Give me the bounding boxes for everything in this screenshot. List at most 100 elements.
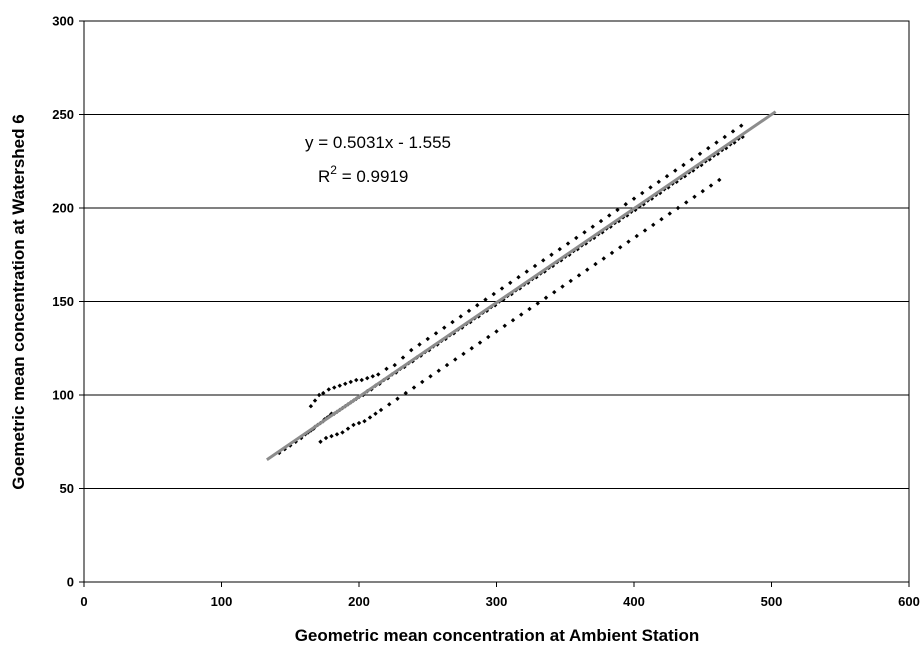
data-point	[524, 269, 529, 274]
data-point	[708, 183, 714, 188]
data-point	[359, 377, 364, 383]
data-point	[689, 157, 694, 162]
data-point	[428, 374, 433, 379]
data-point	[370, 374, 375, 379]
r-squared-annotation: R2 = 0.9919	[318, 163, 408, 186]
data-point	[664, 174, 670, 179]
trendline	[266, 110, 777, 462]
data-point	[714, 140, 719, 145]
data-point	[316, 392, 322, 398]
data-point	[543, 295, 549, 300]
data-point	[634, 233, 639, 239]
data-point	[684, 200, 689, 205]
data-point	[384, 366, 389, 372]
data-point	[420, 379, 425, 385]
data-point	[722, 134, 727, 140]
x-tick-label: 500	[761, 594, 783, 609]
data-point	[409, 347, 414, 353]
data-point	[601, 256, 606, 261]
data-point	[739, 123, 744, 128]
data-point	[642, 228, 648, 233]
data-point	[444, 362, 450, 368]
data-point	[519, 312, 524, 317]
data-point	[640, 190, 645, 196]
data-point	[332, 385, 337, 390]
data-point	[675, 205, 681, 211]
data-point	[442, 325, 447, 330]
data-point	[458, 314, 463, 319]
data-point	[700, 188, 705, 194]
y-tick-label: 300	[52, 14, 74, 29]
data-point	[326, 387, 331, 392]
data-point	[568, 278, 573, 284]
data-point	[433, 331, 439, 336]
data-point	[436, 368, 441, 373]
x-axis-ticks: 0 100 200 300 400 500 600	[80, 582, 920, 609]
data-point	[598, 218, 604, 224]
data-point	[593, 261, 598, 267]
data-point	[574, 235, 579, 241]
y-tick-label: 100	[52, 388, 74, 403]
x-tick-label: 400	[623, 594, 645, 609]
y-axis-title: Goemetric mean concentration at Watershe…	[9, 114, 28, 489]
data-point	[585, 267, 590, 272]
data-point	[469, 346, 474, 351]
data-point	[367, 415, 373, 420]
data-point	[582, 230, 587, 235]
data-point	[453, 357, 458, 362]
data-point	[667, 211, 672, 216]
data-point	[706, 145, 711, 151]
data-point	[351, 422, 356, 428]
data-point	[348, 379, 353, 385]
data-point	[607, 213, 612, 218]
data-point	[337, 383, 342, 388]
data-point	[417, 342, 422, 347]
data-point	[552, 289, 557, 295]
data-point	[450, 319, 455, 325]
data-point	[692, 194, 697, 199]
data-point	[486, 334, 491, 340]
data-point	[411, 385, 417, 390]
data-point	[365, 375, 370, 381]
data-point	[395, 396, 400, 401]
data-point	[491, 291, 496, 297]
data-point	[403, 390, 408, 396]
x-tick-label: 600	[898, 594, 920, 609]
data-point	[510, 318, 516, 323]
data-point	[376, 372, 381, 377]
data-point	[343, 381, 348, 386]
data-point	[321, 390, 326, 396]
y-tick-label: 0	[67, 575, 74, 590]
data-point	[527, 306, 532, 312]
data-point	[618, 245, 623, 250]
y-tick-label: 150	[52, 294, 74, 309]
data-point	[477, 340, 483, 345]
data-point	[502, 323, 507, 329]
data-point	[615, 207, 620, 213]
data-point	[387, 402, 392, 407]
x-tick-label: 100	[211, 594, 233, 609]
data-point	[590, 224, 595, 229]
y-tick-label: 250	[52, 107, 74, 122]
data-point	[466, 308, 472, 314]
data-point	[334, 432, 340, 437]
data-point	[565, 241, 571, 246]
data-point	[673, 168, 678, 173]
data-point	[483, 297, 488, 302]
data-point	[508, 280, 513, 285]
data-point	[461, 351, 466, 357]
data-point	[730, 129, 736, 134]
y-tick-label: 50	[60, 481, 74, 496]
data-point	[516, 274, 521, 280]
x-tick-label: 300	[486, 594, 508, 609]
x-tick-label: 200	[348, 594, 370, 609]
data-point	[499, 286, 505, 291]
data-point	[541, 258, 546, 263]
data-point	[549, 252, 554, 257]
data-point	[623, 202, 628, 207]
data-point	[576, 273, 582, 278]
data-point	[340, 430, 345, 435]
data-point	[681, 162, 686, 168]
equation-annotation: y = 0.5031x - 1.555	[305, 133, 451, 152]
